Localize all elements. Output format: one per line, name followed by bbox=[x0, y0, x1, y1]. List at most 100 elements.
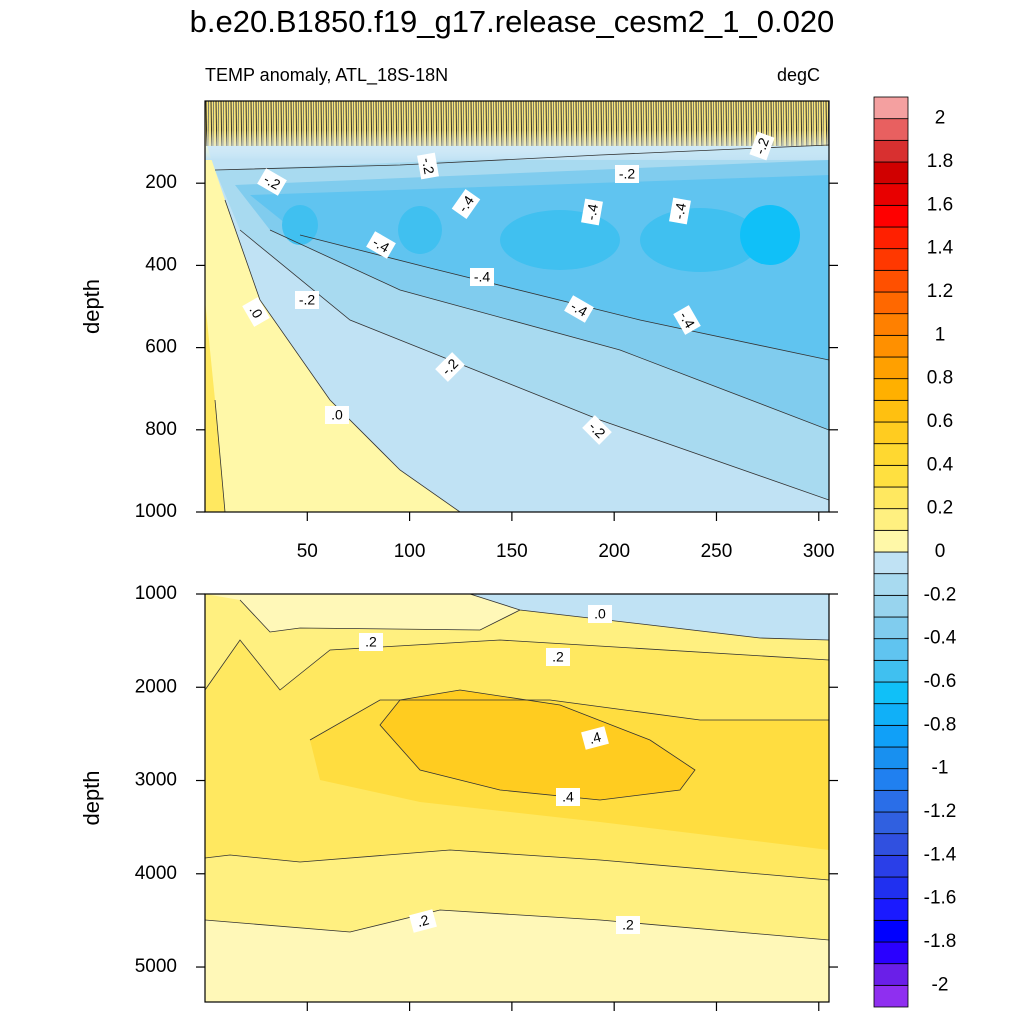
colorbar-box bbox=[873, 248, 909, 271]
contour-label-text: -.4 bbox=[582, 202, 601, 221]
contour-label-box bbox=[435, 352, 465, 382]
colorbar-box bbox=[873, 984, 909, 1008]
contour-label: .0 bbox=[242, 297, 270, 327]
colorbar-box bbox=[873, 854, 909, 878]
colorbar-box bbox=[873, 573, 909, 596]
contour-label: -.2 bbox=[257, 168, 287, 196]
contour-label-box bbox=[673, 305, 701, 335]
y-axis-label: depth bbox=[79, 279, 104, 334]
y-tick-label: 1000 bbox=[135, 501, 177, 522]
colorbar-tick-label: -1.2 bbox=[924, 801, 957, 822]
y-tick-label: 800 bbox=[145, 419, 177, 440]
y-tick-label: 2000 bbox=[135, 676, 177, 697]
contour-label-box bbox=[451, 189, 481, 219]
colorbar-box bbox=[873, 746, 909, 770]
contour-label: -.2 bbox=[417, 152, 439, 180]
colorbar-tick-label: -0.8 bbox=[924, 714, 957, 735]
plot-frame bbox=[204, 100, 830, 513]
contour-label: -.4 bbox=[470, 268, 494, 286]
contour-field-top bbox=[205, 101, 829, 512]
colorbar-box bbox=[873, 118, 909, 141]
colorbar-tick-label: -1 bbox=[932, 758, 949, 779]
colorbar-box bbox=[873, 768, 909, 791]
contour-label-text: .0 bbox=[331, 407, 343, 423]
contour-label-box bbox=[325, 406, 349, 424]
x-tick-label: 50 bbox=[297, 541, 318, 562]
contour-label-box bbox=[295, 291, 319, 309]
colorbar-tick-label: 1.8 bbox=[927, 151, 953, 172]
y-tick-label: 400 bbox=[145, 254, 177, 275]
contour-label-box bbox=[581, 198, 603, 226]
colorbar-box bbox=[873, 313, 909, 336]
contour-label-text: -.2 bbox=[419, 157, 438, 176]
colorbar-tick-label: 1.6 bbox=[927, 194, 953, 215]
contour-label-text: -.4 bbox=[568, 298, 590, 320]
colorbar-box bbox=[873, 659, 909, 683]
colorbar-box bbox=[873, 681, 909, 705]
x-tick-label: 300 bbox=[803, 541, 835, 562]
colorbar-box bbox=[873, 919, 909, 943]
contour-label: -.2 bbox=[749, 131, 775, 161]
y-tick-label: 600 bbox=[145, 337, 177, 358]
contour-label: -.4 bbox=[581, 198, 603, 226]
contour-label-text: .2 bbox=[622, 917, 634, 933]
contour-label: .2 bbox=[359, 633, 383, 651]
contour-label-text: -.2 bbox=[299, 292, 316, 308]
colorbar-box bbox=[873, 724, 909, 748]
contour-label-box bbox=[564, 295, 594, 323]
y-tick-label: 4000 bbox=[135, 863, 177, 884]
contour-field-bottom bbox=[205, 594, 829, 1002]
contour-label-box bbox=[470, 268, 494, 286]
colorbar-box bbox=[873, 941, 909, 965]
colorbar-box bbox=[873, 551, 909, 575]
colorbar-box bbox=[873, 789, 909, 813]
contour-label-box bbox=[749, 131, 775, 161]
colorbar-tick-label: -1.4 bbox=[924, 844, 957, 865]
contour-label-box bbox=[669, 197, 691, 225]
colorbar-box bbox=[873, 443, 909, 466]
colorbar-box bbox=[873, 833, 909, 856]
contour-label: .4 bbox=[556, 788, 580, 806]
contour-label: .2 bbox=[409, 909, 437, 933]
contour-label: -.4 bbox=[673, 305, 701, 335]
colorbar-tick-label: -0.2 bbox=[924, 584, 957, 605]
contour-label-text: -.4 bbox=[370, 234, 392, 256]
contour-label: .2 bbox=[546, 648, 570, 666]
contour-label-box bbox=[615, 165, 639, 183]
contour-label-box bbox=[546, 648, 570, 666]
contour-label-text: .2 bbox=[552, 649, 564, 665]
subtitle-right: degC bbox=[777, 65, 820, 85]
colorbar-box bbox=[873, 161, 909, 185]
x-tick-label: 250 bbox=[701, 541, 733, 562]
colorbar-box bbox=[873, 963, 909, 986]
colorbar-box bbox=[873, 703, 909, 726]
contour-label-box bbox=[257, 168, 287, 196]
contour-label: -.2 bbox=[295, 291, 319, 309]
colorbar-box bbox=[873, 529, 909, 553]
colorbar-box bbox=[873, 399, 909, 423]
colorbar-tick-label: 0.4 bbox=[927, 454, 954, 475]
contour-label: -.4 bbox=[669, 197, 691, 225]
contour-label: .0 bbox=[588, 605, 612, 623]
contour-label-text: .4 bbox=[562, 789, 574, 805]
contour-label-box bbox=[556, 788, 580, 806]
contour-label-text: -.2 bbox=[261, 171, 283, 193]
colorbar-box bbox=[873, 616, 909, 640]
contour-label-box bbox=[242, 297, 270, 327]
contour-label: .2 bbox=[616, 916, 640, 934]
contour-label: .4 bbox=[581, 726, 609, 750]
colorbar-box bbox=[873, 421, 909, 445]
colorbar-box bbox=[873, 334, 909, 358]
contour-label-text: .2 bbox=[365, 634, 377, 650]
contour-label-text: -.4 bbox=[455, 192, 478, 215]
contour-label-box bbox=[581, 726, 609, 750]
contour-label: -.4 bbox=[564, 295, 594, 323]
colorbar-box bbox=[873, 204, 909, 228]
contour-label: -.4 bbox=[451, 189, 481, 219]
y-axis-label: depth bbox=[79, 770, 104, 825]
colorbar-tick-label: -2 bbox=[932, 974, 949, 995]
colorbar-box bbox=[873, 464, 909, 488]
contour-label-text: .4 bbox=[587, 728, 603, 747]
contour-label-box bbox=[409, 909, 437, 933]
colorbar-box bbox=[873, 356, 909, 380]
